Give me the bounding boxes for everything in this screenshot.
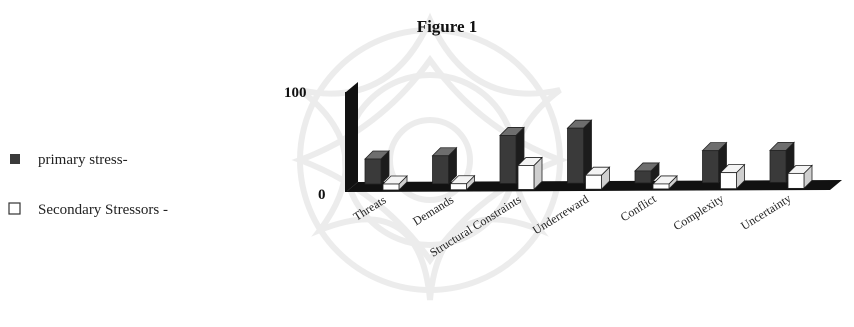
- category-label-4: Conflict: [618, 191, 659, 224]
- chart-title: Figure 1: [417, 17, 478, 36]
- category-label-6: Uncertainty: [738, 191, 793, 233]
- y-axis-wall: [346, 82, 358, 192]
- bar-primary-0: [364, 150, 390, 185]
- bar-secondary-1: [449, 174, 476, 191]
- legend-swatch-primary: [10, 154, 20, 164]
- bar-secondary-3: [584, 166, 611, 191]
- legend-swatch-secondary: [8, 202, 21, 215]
- y-tick-label-max: 100: [284, 85, 307, 101]
- category-label-5: Complexity: [671, 191, 726, 233]
- watermark-ornament: [291, 12, 569, 301]
- bar-primary-1: [431, 146, 458, 185]
- bar-secondary-6: [787, 164, 813, 190]
- bars-group: [364, 119, 813, 191]
- bar-secondary-4: [652, 174, 678, 190]
- category-label-3: Underreward: [530, 192, 591, 237]
- legend-label-secondary: Secondary Stressors -: [38, 202, 168, 218]
- bar-primary-3: [566, 119, 593, 185]
- y-tick-label-min: 0: [318, 187, 326, 203]
- legend: primary stress- Secondary Stressors -: [8, 152, 168, 218]
- legend-label-primary: primary stress-: [38, 152, 128, 168]
- bar-secondary-5: [719, 163, 746, 190]
- bar-secondary-2: [517, 156, 543, 191]
- bar-primary-4: [634, 161, 660, 184]
- bar-secondary-0: [382, 175, 408, 191]
